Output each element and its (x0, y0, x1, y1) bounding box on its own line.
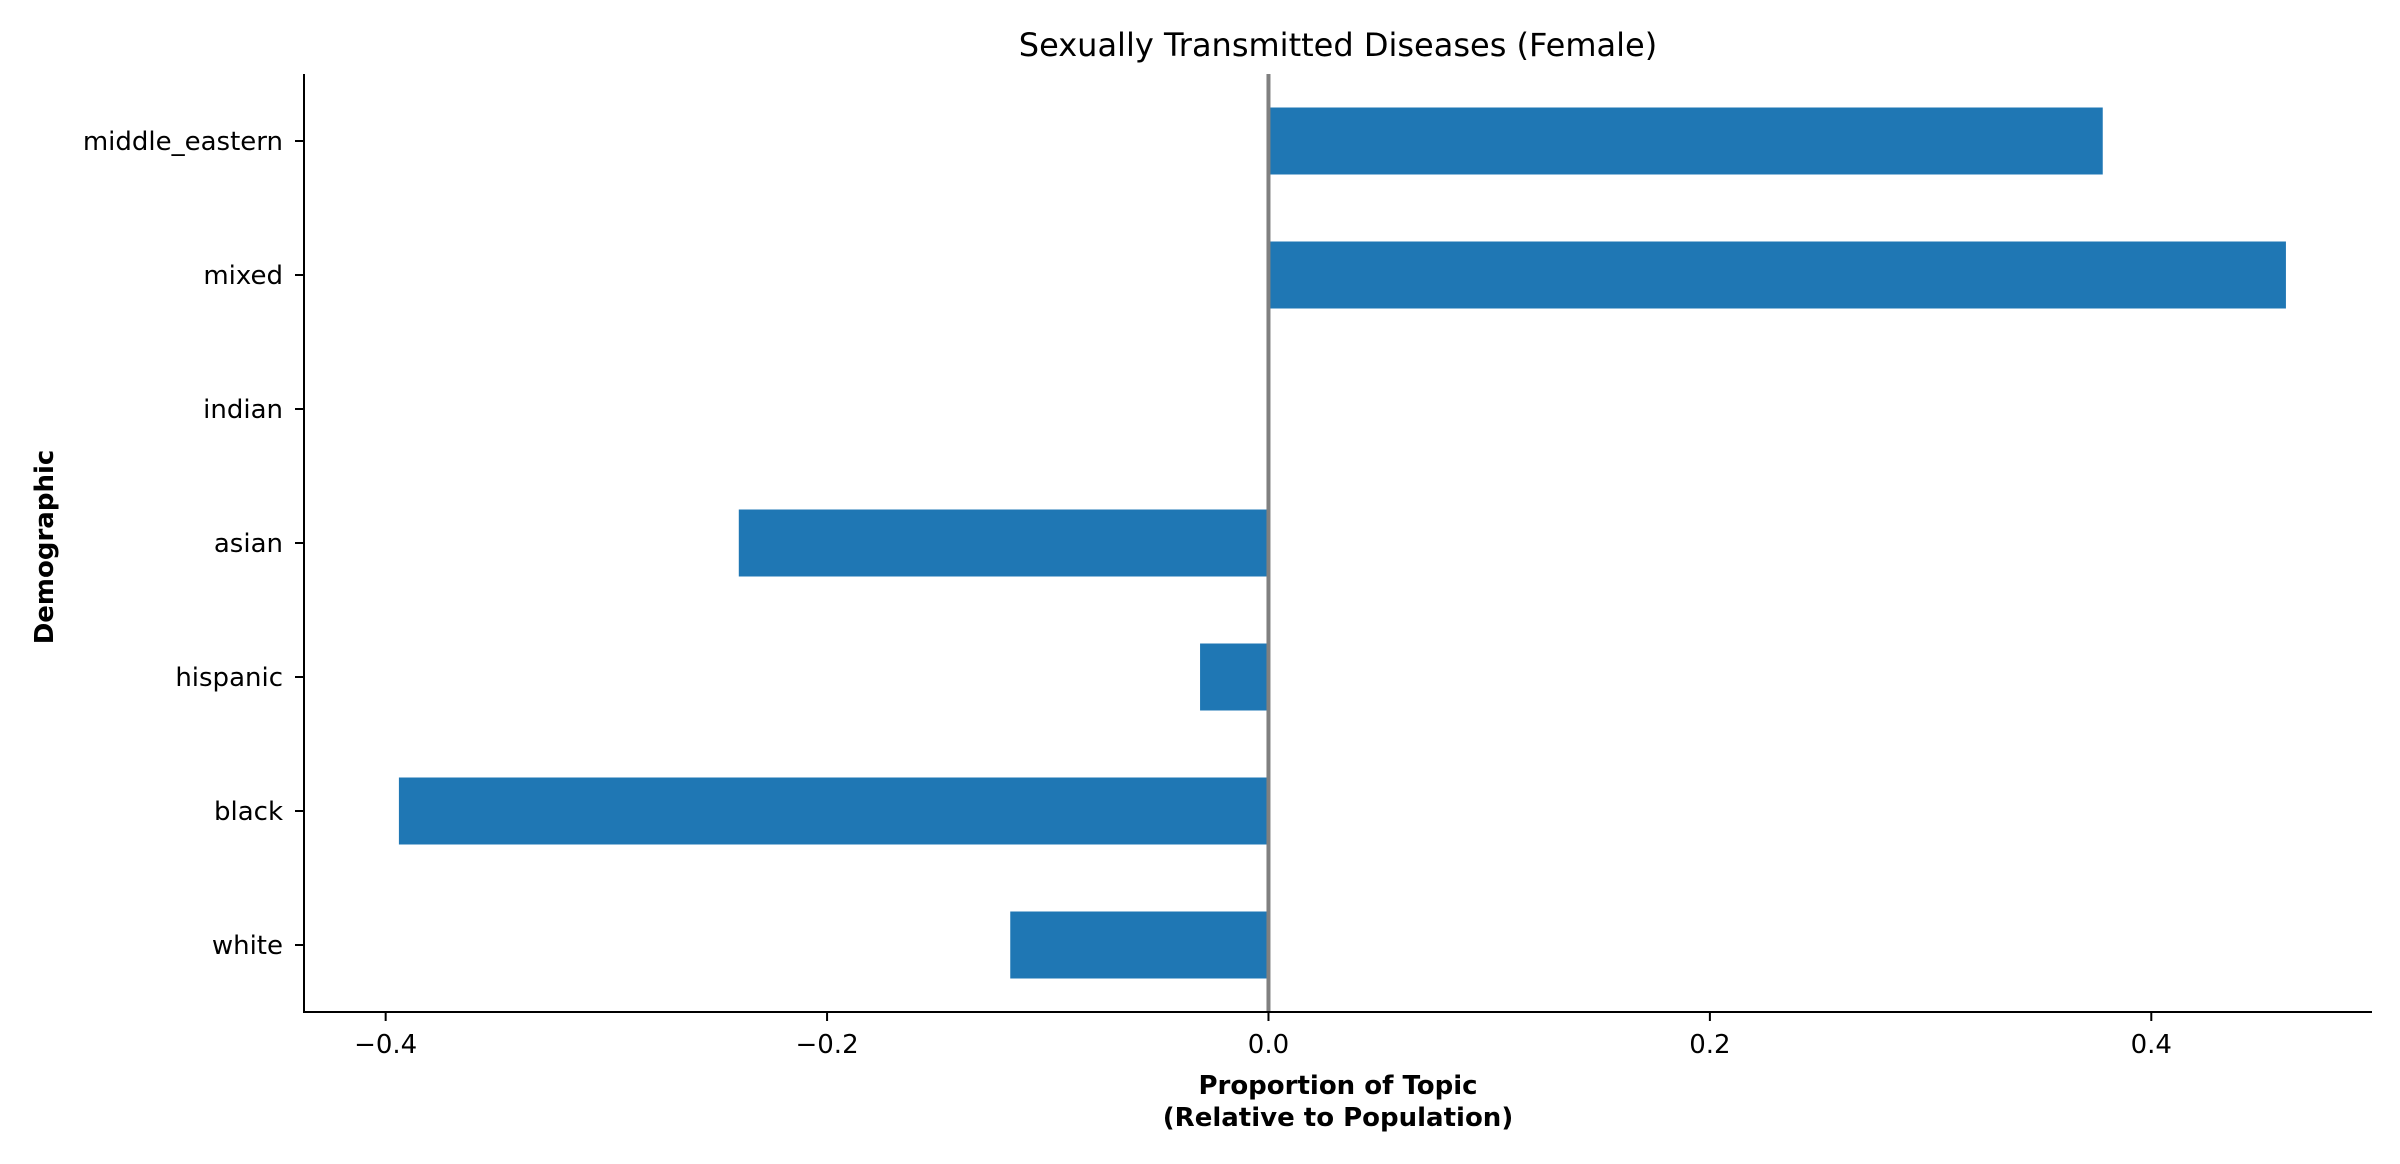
y-tick-label: black (214, 797, 283, 827)
y-tick-label: middle_eastern (83, 127, 283, 157)
y-tick-label: white (212, 931, 283, 961)
bar-asian (738, 509, 1269, 577)
bars-group (398, 107, 2286, 979)
bar-middle_eastern (1268, 107, 2103, 175)
y-tick-label: hispanic (175, 663, 283, 693)
y-tick-label: asian (214, 529, 283, 559)
y-tick-label: indian (203, 395, 283, 425)
x-tick-label: −0.2 (795, 1030, 858, 1060)
x-tick-label: 0.2 (1689, 1030, 1730, 1060)
bar-hispanic (1200, 643, 1269, 711)
x-tick-label: 0.0 (1248, 1030, 1289, 1060)
x-ticks-group: −0.4 −0.2 0.0 0.2 0.4 (354, 1012, 2172, 1060)
x-tick-label: −0.4 (354, 1030, 417, 1060)
y-tick-label: mixed (203, 261, 283, 291)
bar-white (1010, 911, 1269, 979)
x-axis-label-line-1: Proportion of Topic (1198, 1071, 1477, 1101)
x-axis-label-line-2: (Relative to Population) (1163, 1103, 1513, 1133)
bar-mixed (1268, 241, 2286, 309)
bar-black (398, 777, 1269, 845)
chart-title: Sexually Transmitted Diseases (Female) (1019, 26, 1657, 64)
x-tick-label: 0.4 (2131, 1030, 2172, 1060)
y-axis-label: Demographic (30, 450, 60, 645)
